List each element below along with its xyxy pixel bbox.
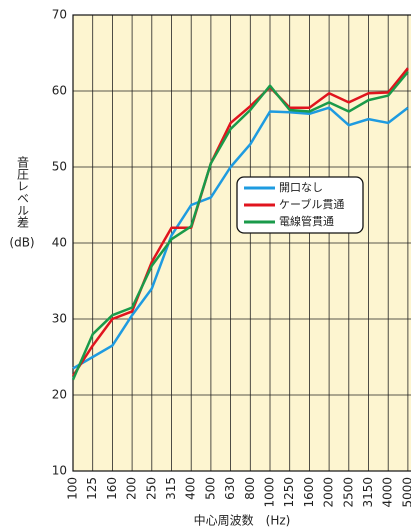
x-tick-label: 400 — [184, 477, 198, 500]
y-axis-unit: (dB) — [9, 236, 34, 250]
legend-label: ケーブル貫通 — [279, 197, 344, 211]
y-tick-label: 70 — [52, 8, 67, 22]
y-tick-label: 30 — [52, 312, 67, 326]
y-axis-label: 音圧レベル差 — [16, 155, 30, 228]
x-tick-label: 500 — [203, 477, 217, 500]
x-tick-label: 5000 — [400, 477, 411, 508]
x-tick-label: 1600 — [302, 477, 316, 508]
plot-frame — [72, 14, 411, 472]
x-tick-label: 200 — [125, 477, 139, 500]
legend-box — [236, 176, 364, 234]
x-tick-label: 100 — [66, 477, 80, 500]
series-line — [71, 71, 409, 381]
x-tick-label: 630 — [223, 477, 237, 500]
x-axis-label: 中心周波数 (Hz) — [194, 513, 291, 528]
y-tick-label: 60 — [52, 84, 67, 98]
x-tick-label: 1250 — [282, 477, 296, 508]
x-tick-label: 1000 — [263, 477, 277, 508]
y-tick-label: 10 — [52, 464, 67, 478]
x-tick-label: 125 — [85, 477, 99, 500]
x-tick-label: 4000 — [381, 477, 395, 508]
legend-label: 電線管貫通 — [279, 214, 334, 228]
y-tick-label: 40 — [52, 236, 67, 250]
x-tick-label: 3150 — [361, 477, 375, 508]
legend-label: 開口なし — [279, 181, 323, 194]
series-line — [71, 67, 409, 377]
x-tick-label: 250 — [144, 477, 158, 500]
x-tick-label: 2000 — [322, 477, 336, 508]
x-tick-label: 160 — [105, 477, 119, 500]
x-tick-label: 800 — [243, 477, 257, 500]
y-tick-label: 50 — [52, 160, 67, 174]
x-tick-label: 2500 — [341, 477, 355, 508]
series-line — [72, 106, 409, 370]
x-tick-label: 315 — [164, 477, 178, 500]
y-tick-label: 20 — [52, 388, 67, 402]
